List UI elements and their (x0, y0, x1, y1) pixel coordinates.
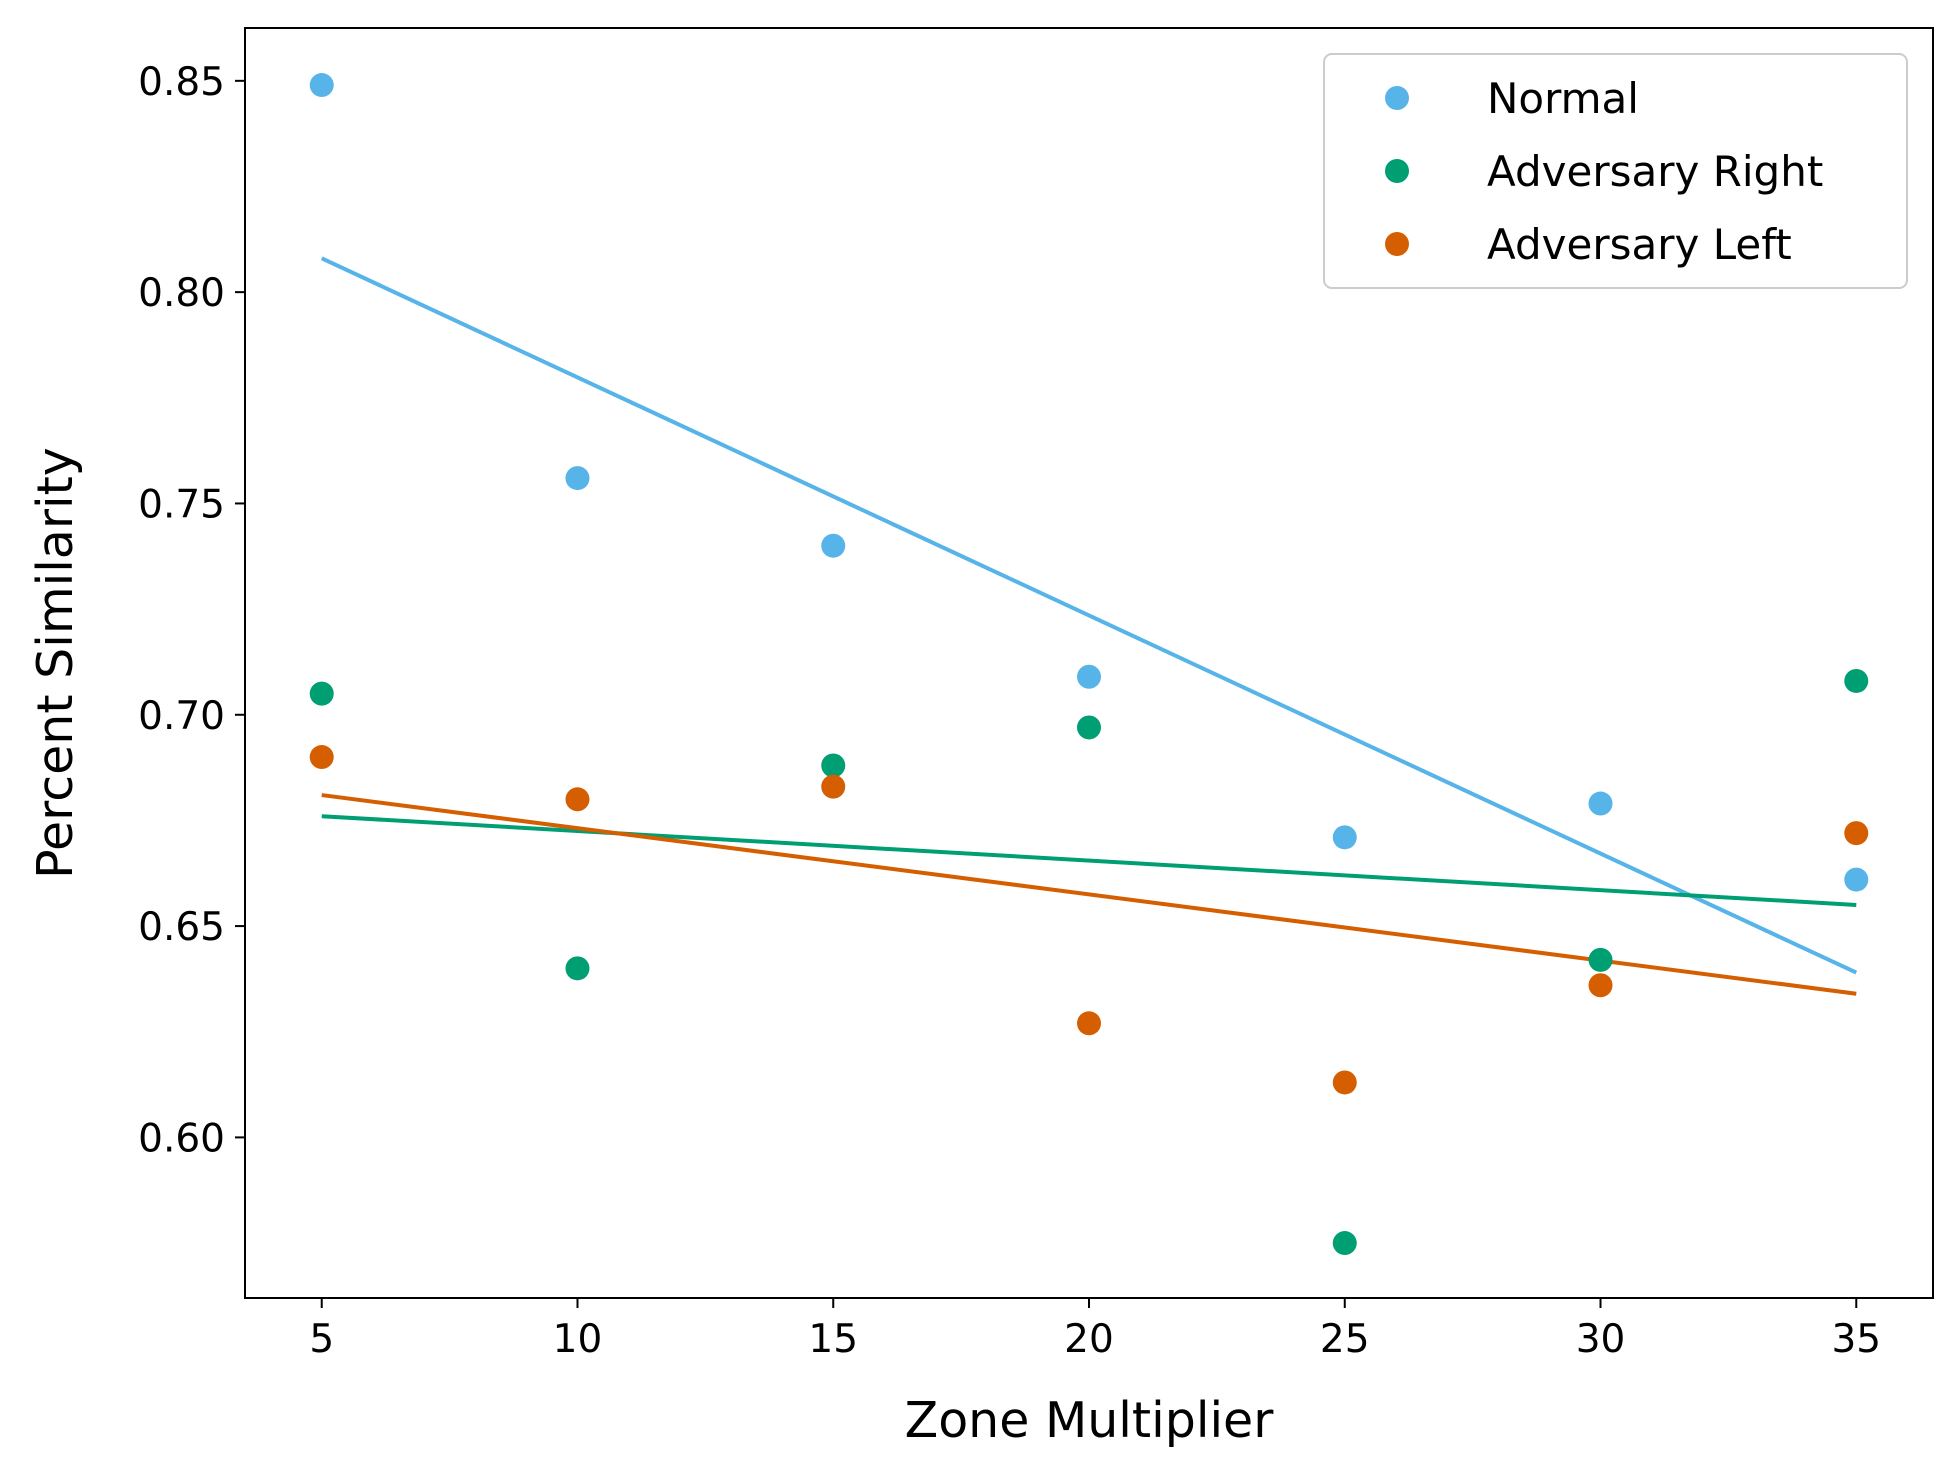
adversary-left-point (1588, 973, 1613, 998)
x-axis-label: Zone Multiplier (905, 1392, 1275, 1449)
y-tick-label: 0.70 (138, 694, 225, 739)
adversary-left-point (565, 787, 590, 812)
normal-point (565, 466, 590, 491)
adversary-right-point (309, 681, 334, 706)
x-axis-ticks: 5 10 15 20 25 30 35 (309, 1298, 1881, 1362)
adversary-right-point (1588, 947, 1613, 972)
y-axis-label: Percent Similarity (27, 447, 84, 879)
normal-trend-line (320, 256, 1858, 975)
adversary-left-point (821, 774, 846, 799)
y-tick-label: 0.75 (138, 482, 225, 527)
x-tick-label: 15 (808, 1317, 858, 1362)
adversary-right-point (1077, 715, 1101, 740)
adversary-right-point (565, 956, 590, 981)
trend-lines (320, 256, 1858, 996)
normal-point (1332, 825, 1357, 850)
y-tick-label: 0.80 (138, 271, 225, 316)
x-tick-label: 35 (1831, 1317, 1881, 1362)
normal-point (1588, 791, 1613, 816)
x-tick-label: 30 (1576, 1317, 1626, 1362)
x-tick-label: 5 (309, 1317, 334, 1362)
adversary-right-trend-line (321, 814, 1857, 907)
legend-marker-adversary-right (1385, 159, 1409, 183)
adversary-left-point (309, 745, 334, 770)
normal-point (309, 73, 334, 98)
adversary-left-trend-line (321, 793, 1857, 996)
legend-label-adversary-left: Adversary Left (1487, 220, 1792, 269)
x-tick-label: 10 (553, 1317, 603, 1362)
y-tick-label: 0.85 (138, 60, 225, 105)
adversary-left-point (1332, 1070, 1357, 1095)
adversary-right-point (1332, 1231, 1357, 1256)
normal-point (821, 533, 846, 558)
adversary-left-point (1844, 821, 1869, 846)
data-points (309, 73, 1869, 1256)
adversary-left-point (1077, 1011, 1101, 1036)
y-tick-label: 0.60 (138, 1116, 225, 1161)
y-tick-label: 0.65 (138, 905, 225, 950)
y-axis-ticks: 0.60 0.65 0.70 0.75 0.80 0.85 (138, 60, 245, 1161)
legend-marker-adversary-left (1385, 232, 1409, 256)
adversary-right-point (1844, 668, 1869, 693)
legend-label-adversary-right: Adversary Right (1487, 147, 1823, 196)
normal-point (1077, 664, 1101, 689)
x-tick-label: 20 (1064, 1317, 1114, 1362)
legend: Normal Adversary Right Adversary Left (1323, 53, 1908, 289)
adversary-right-point (821, 753, 846, 778)
legend-box (1323, 53, 1908, 289)
legend-label-normal: Normal (1487, 74, 1639, 123)
normal-point (1844, 867, 1869, 892)
legend-marker-normal (1385, 86, 1409, 110)
x-tick-label: 25 (1320, 1317, 1370, 1362)
